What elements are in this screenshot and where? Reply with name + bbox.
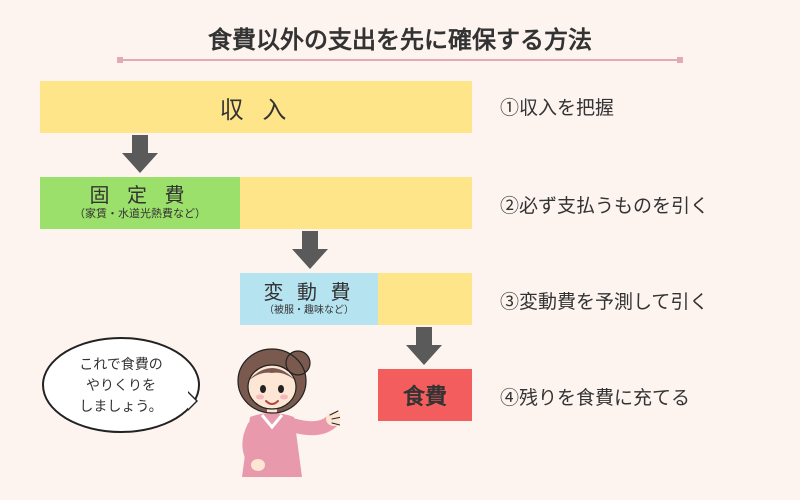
variable-label: 変 動 費 (263, 282, 354, 305)
caption-step-1: ①収入を把握 (500, 93, 614, 120)
fixed-cost-box: 固 定 費 （家賃・水道光熱費など） (40, 177, 240, 229)
food-label: 食費 (403, 379, 447, 411)
variable-sublabel: （被服・趣味など） (264, 305, 354, 317)
bar-income: 収 入 (40, 81, 472, 133)
variable-remainder (378, 273, 472, 325)
bar-variable: 変 動 費 （被服・趣味など） (240, 273, 472, 325)
caption-step-3: ③変動費を予測して引く (500, 287, 708, 314)
bar-food: 食費 (378, 369, 472, 421)
fixed-sublabel: （家賃・水道光熱費など） (74, 208, 206, 221)
title-underline (120, 59, 680, 61)
fixed-label: 固 定 費 (89, 185, 190, 208)
speech-bubble: これで食費の やりくりを しましょう。 (42, 337, 200, 433)
variable-cost-box: 変 動 費 （被服・趣味など） (240, 273, 378, 325)
page-title: 食費以外の支出を先に確保する方法 (208, 27, 592, 54)
character-illustration (210, 337, 340, 477)
bar-income-label: 収 入 (220, 90, 293, 125)
diagram-stage: 収 入 固 定 費 （家賃・水道光熱費など） 変 動 費 （被服・趣味など） 食… (0, 69, 800, 499)
caption-step-4: ④残りを食費に充てる (500, 383, 690, 410)
bar-fixed: 固 定 費 （家賃・水道光熱費など） (40, 177, 472, 229)
fixed-remainder (240, 177, 472, 229)
caption-step-2: ②必ず支払うものを引く (500, 191, 709, 218)
speech-text: これで食費の やりくりを しましょう。 (79, 354, 163, 417)
